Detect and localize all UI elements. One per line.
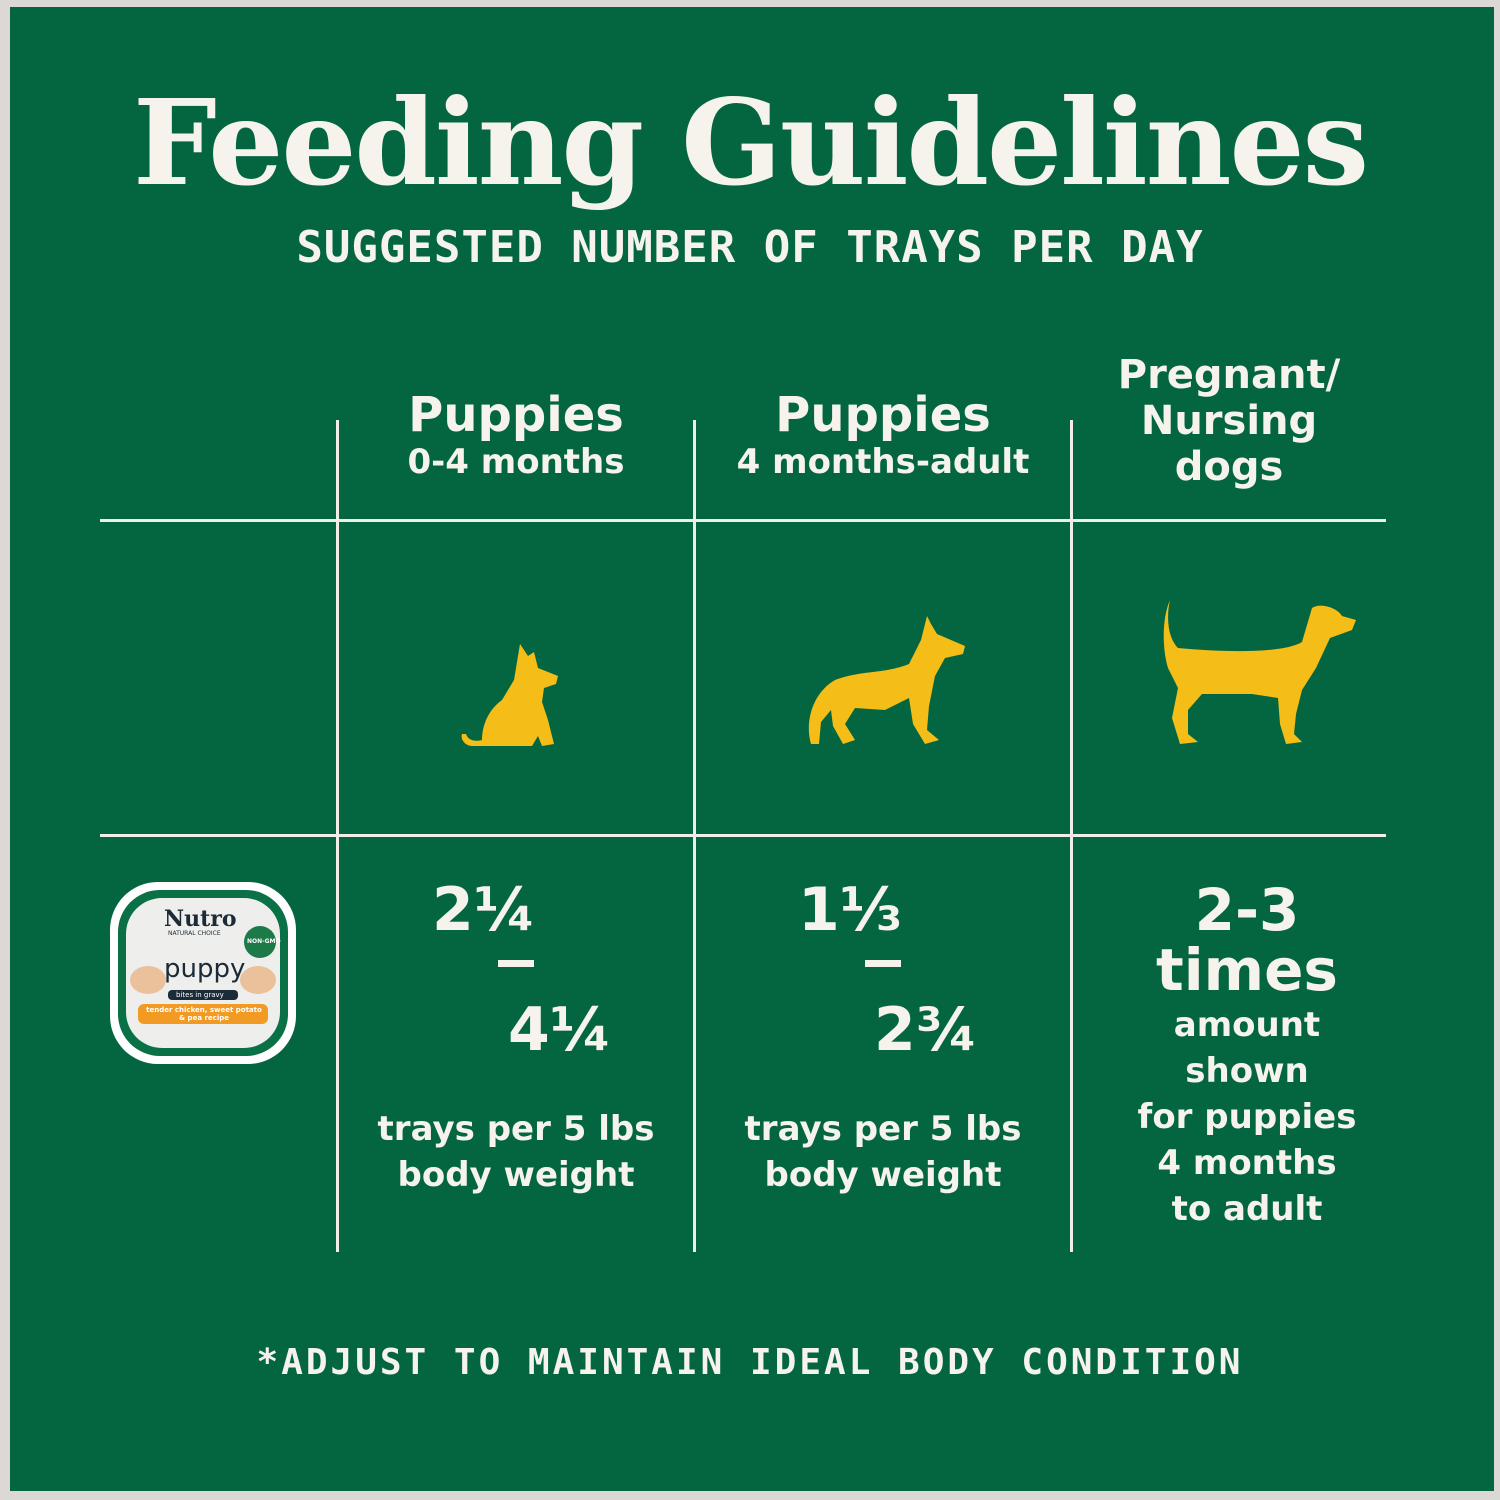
column-header-pregnant-nursing: Pregnant/ Nursing dogs [1074, 352, 1384, 490]
column-header-puppies-4-adult: Puppies 4 months-adult [697, 388, 1069, 482]
product-name: puppy [164, 954, 246, 984]
amount-to: 4¼ [508, 995, 612, 1065]
product-brand: Nutro [164, 906, 237, 932]
note-line: for puppies [1137, 1097, 1357, 1137]
column-title-line: Pregnant/ [1117, 352, 1341, 398]
amount-from: 1⅓ [798, 875, 902, 945]
note-line: amount [1173, 1005, 1321, 1045]
product-recipe: tender chicken, sweet potato & pea recip… [146, 1006, 262, 1022]
column-divider-2 [693, 420, 696, 1252]
column-divider-1 [336, 420, 339, 1252]
product-brand-sub: NATURAL CHOICE [168, 930, 221, 937]
range-dash [498, 960, 534, 967]
amount-from: 2¼ [432, 875, 536, 945]
column-title: Puppies [408, 387, 624, 443]
page-subtitle: SUGGESTED NUMBER OF TRAYS PER DAY [296, 222, 1204, 273]
multiplier-word: times [1156, 936, 1338, 1004]
icon-row-divider [100, 834, 1386, 837]
column-title: Puppies [775, 387, 991, 443]
unit-line: trays per 5 lbs [377, 1109, 655, 1149]
range-dash [865, 960, 901, 967]
page-title: Feeding Guidelines [132, 73, 1369, 212]
non-gmo-badge: NON-GMO [247, 938, 281, 945]
sitting-puppy-icon [461, 644, 558, 746]
unit-line: trays per 5 lbs [744, 1109, 1022, 1149]
unit-note: trays per 5 lbs body weight [340, 1106, 692, 1198]
column-header-puppies-0-4: Puppies 0-4 months [340, 388, 692, 482]
multiplier: 2-3 times [1074, 880, 1420, 1000]
header-divider [100, 519, 1386, 522]
adult-dog-icon [1163, 600, 1356, 744]
note-line: shown [1185, 1051, 1309, 1091]
column-divider-3 [1070, 420, 1073, 1252]
column-title-line: dogs [1174, 444, 1284, 490]
amount-to: 2¾ [874, 995, 978, 1065]
column-title-line: Nursing [1140, 398, 1318, 444]
unit-line: body weight [397, 1155, 635, 1195]
multiplier-value: 2-3 [1194, 876, 1300, 944]
column-subtitle: 0-4 months [407, 442, 625, 482]
footer-note: *ADJUST TO MAINTAIN IDEAL BODY CONDITION [256, 1342, 1244, 1383]
young-dog-icon [808, 616, 965, 744]
note-line: to adult [1171, 1189, 1323, 1229]
feeding-guidelines-panel [10, 7, 1494, 1491]
unit-note: trays per 5 lbs body weight [697, 1106, 1069, 1198]
product-tray-image: Nutro NATURAL CHOICE puppy bites in grav… [108, 880, 298, 1066]
multiplier-note: amount shown for puppies 4 months to adu… [1074, 1002, 1420, 1232]
column-subtitle: 4 months-adult [736, 442, 1030, 482]
product-variety: bites in gravy [176, 991, 224, 999]
unit-line: body weight [764, 1155, 1002, 1195]
note-line: 4 months [1157, 1143, 1337, 1183]
